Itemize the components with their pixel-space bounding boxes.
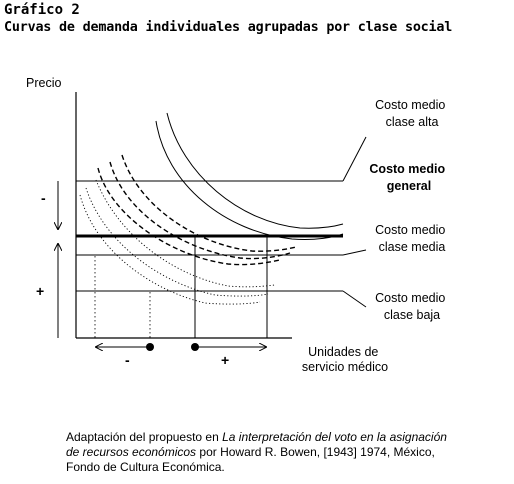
label-cost-middle-class-line-2: clase media	[379, 240, 446, 254]
label-cost-lower-class-line-1: Costo medio	[375, 291, 445, 305]
label-cost-upper-class-line-1: Costo medio	[375, 98, 445, 112]
figure-heading: Gráfico 2 Curvas de demanda individuales…	[4, 2, 452, 36]
curve-middle-3	[121, 154, 297, 252]
quantity-dot-right	[191, 343, 199, 351]
demand-curves-chart: Precio Unidades de servicio médico Costo…	[26, 76, 449, 374]
quantity-dot-left	[146, 343, 154, 351]
x-axis-label-line-1: Unidades de	[308, 345, 378, 359]
label-cost-upper-class: Costo medio clase alta	[375, 98, 449, 129]
curve-upper-1	[155, 120, 344, 240]
label-cost-middle-class: Costo medio clase media	[375, 223, 449, 254]
caption-book-title: La interpretación del voto en la asignac…	[66, 430, 447, 459]
cost-line-lower-class-connector	[342, 290, 367, 308]
curve-upper-2	[166, 112, 344, 229]
label-cost-lower-class-line-2: clase baja	[384, 308, 440, 322]
curve-lower-3	[95, 179, 276, 288]
x-axis-label-line-2: servicio médico	[302, 360, 388, 374]
figure-title: Curvas de demanda individuales agrupadas…	[4, 20, 453, 35]
label-cost-general-line-1: Costo medio	[369, 162, 445, 176]
label-cost-lower-class: Costo medio clase baja	[375, 291, 449, 322]
cost-line-upper-class-connector	[342, 136, 367, 182]
curve-lower-2	[85, 187, 269, 297]
curve-middle-1	[97, 167, 281, 266]
label-cost-general-line-2: general	[387, 179, 431, 193]
figure-caption: Adaptación del propuesto en La interpret…	[66, 430, 456, 475]
price-sign-plus: +	[36, 283, 44, 299]
y-axis-label: Precio	[26, 76, 61, 90]
caption-text-after: por Howard R. Bowen, [1943] 1974, México…	[66, 445, 435, 474]
curves-group	[79, 112, 344, 305]
curve-lower-1	[79, 194, 261, 305]
cost-line-middle-class-connector	[342, 249, 367, 256]
quantity-sign-minus: -	[125, 352, 130, 368]
price-sign-minus: -	[41, 190, 46, 206]
caption-text-before: Adaptación del propuesto en	[66, 430, 223, 444]
curve-middle-2	[109, 161, 291, 260]
label-cost-general: Costo medio general	[369, 162, 448, 193]
label-cost-upper-class-line-2: clase alta	[386, 115, 439, 129]
quantity-sign-plus: +	[221, 352, 229, 368]
x-axis-label: Unidades de servicio médico	[302, 345, 388, 374]
figure-number: Gráfico 2	[4, 2, 80, 18]
label-cost-middle-class-line-1: Costo medio	[375, 223, 445, 237]
